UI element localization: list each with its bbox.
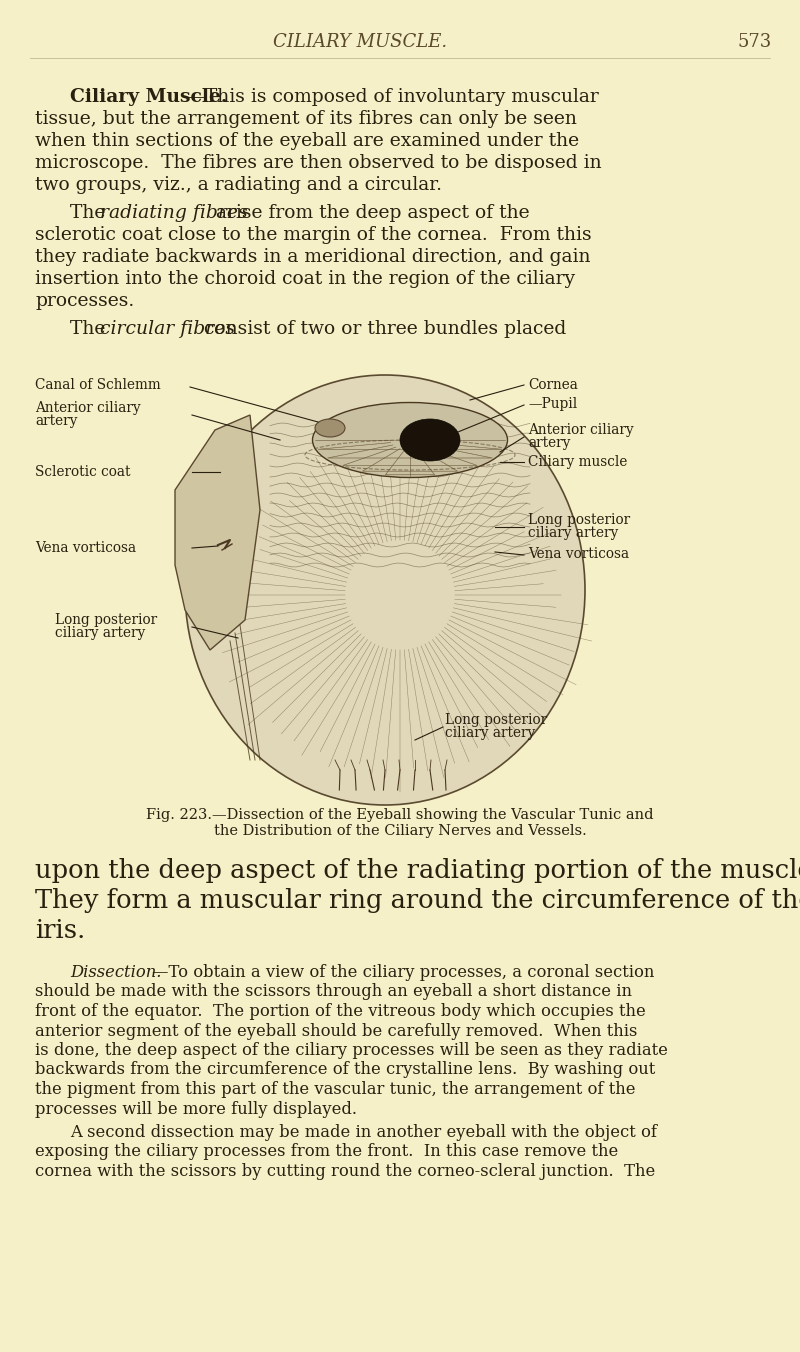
Text: two groups, viz., a radiating and a circular.: two groups, viz., a radiating and a circ…	[35, 176, 442, 193]
Text: insertion into the choroid coat in the region of the ciliary: insertion into the choroid coat in the r…	[35, 270, 575, 288]
Text: —To obtain a view of the ciliary processes, a coronal section: —To obtain a view of the ciliary process…	[152, 964, 654, 982]
Text: —This is composed of involuntary muscular: —This is composed of involuntary muscula…	[186, 88, 598, 105]
Text: should be made with the scissors through an eyeball a short distance in: should be made with the scissors through…	[35, 983, 632, 1000]
Text: cornea with the scissors by cutting round the corneo-scleral junction.  The: cornea with the scissors by cutting roun…	[35, 1163, 655, 1180]
Text: ciliary artery: ciliary artery	[55, 626, 146, 639]
Text: consist of two or three bundles placed: consist of two or three bundles placed	[198, 320, 566, 338]
Text: Canal of Schlemm: Canal of Schlemm	[35, 379, 161, 392]
Text: Fig. 223.—Dissection of the Eyeball showing the Vascular Tunic and: Fig. 223.—Dissection of the Eyeball show…	[146, 808, 654, 822]
Text: They form a muscular ring around the circumference of the: They form a muscular ring around the cir…	[35, 888, 800, 913]
Text: Ciliary Muscle.: Ciliary Muscle.	[70, 88, 227, 105]
Text: front of the equator.  The portion of the vitreous body which occupies the: front of the equator. The portion of the…	[35, 1003, 646, 1019]
Text: tissue, but the arrangement of its fibres can only be seen: tissue, but the arrangement of its fibre…	[35, 110, 577, 128]
Text: upon the deep aspect of the radiating portion of the muscle.: upon the deep aspect of the radiating po…	[35, 859, 800, 883]
Text: the Distribution of the Ciliary Nerves and Vessels.: the Distribution of the Ciliary Nerves a…	[214, 823, 586, 838]
Ellipse shape	[400, 419, 460, 461]
Text: Vena vorticosa: Vena vorticosa	[528, 548, 629, 561]
Text: The: The	[70, 320, 111, 338]
Text: the pigment from this part of the vascular tunic, the arrangement of the: the pigment from this part of the vascul…	[35, 1082, 635, 1098]
Text: Vena vorticosa: Vena vorticosa	[35, 541, 136, 556]
Text: is done, the deep aspect of the ciliary processes will be seen as they radiate: is done, the deep aspect of the ciliary …	[35, 1042, 668, 1059]
Text: The: The	[70, 204, 111, 222]
Text: sclerotic coat close to the margin of the cornea.  From this: sclerotic coat close to the margin of th…	[35, 226, 592, 243]
Text: 573: 573	[738, 32, 772, 51]
Text: processes.: processes.	[35, 292, 134, 310]
Text: microscope.  The fibres are then observed to be disposed in: microscope. The fibres are then observed…	[35, 154, 602, 172]
Text: ciliary artery: ciliary artery	[528, 526, 618, 539]
Text: CILIARY MUSCLE.: CILIARY MUSCLE.	[273, 32, 447, 51]
Text: Dissection.: Dissection.	[70, 964, 162, 982]
Polygon shape	[175, 415, 260, 650]
Text: processes will be more fully displayed.: processes will be more fully displayed.	[35, 1101, 357, 1118]
Text: Sclerotic coat: Sclerotic coat	[35, 465, 130, 479]
Ellipse shape	[185, 375, 585, 804]
Text: Ciliary muscle: Ciliary muscle	[528, 456, 627, 469]
Text: backwards from the circumference of the crystalline lens.  By washing out: backwards from the circumference of the …	[35, 1061, 655, 1079]
Text: circular fibres: circular fibres	[100, 320, 235, 338]
Text: anterior segment of the eyeball should be carefully removed.  When this: anterior segment of the eyeball should b…	[35, 1022, 638, 1040]
Bar	[0, 375, 800, 790]
Text: exposing the ciliary processes from the front.  In this case remove the: exposing the ciliary processes from the …	[35, 1144, 618, 1160]
Text: radiating fibres: radiating fibres	[100, 204, 248, 222]
Text: artery: artery	[528, 435, 570, 450]
Text: when thin sections of the eyeball are examined under the: when thin sections of the eyeball are ex…	[35, 132, 579, 150]
Text: they radiate backwards in a meridional direction, and gain: they radiate backwards in a meridional d…	[35, 247, 590, 266]
Text: Long posterior: Long posterior	[55, 612, 157, 627]
Text: Anterior ciliary: Anterior ciliary	[35, 402, 141, 415]
Text: Long posterior: Long posterior	[445, 713, 547, 727]
Text: iris.: iris.	[35, 918, 86, 942]
Ellipse shape	[313, 403, 507, 477]
Ellipse shape	[315, 419, 345, 437]
Text: A second dissection may be made in another eyeball with the object of: A second dissection may be made in anoth…	[70, 1124, 657, 1141]
Text: artery: artery	[35, 414, 78, 429]
Text: Cornea: Cornea	[528, 379, 578, 392]
Text: Anterior ciliary: Anterior ciliary	[528, 423, 634, 437]
Text: arise from the deep aspect of the: arise from the deep aspect of the	[210, 204, 530, 222]
Text: ciliary artery: ciliary artery	[445, 726, 535, 740]
Text: —Pupil: —Pupil	[528, 397, 578, 411]
Text: Long posterior: Long posterior	[528, 512, 630, 527]
